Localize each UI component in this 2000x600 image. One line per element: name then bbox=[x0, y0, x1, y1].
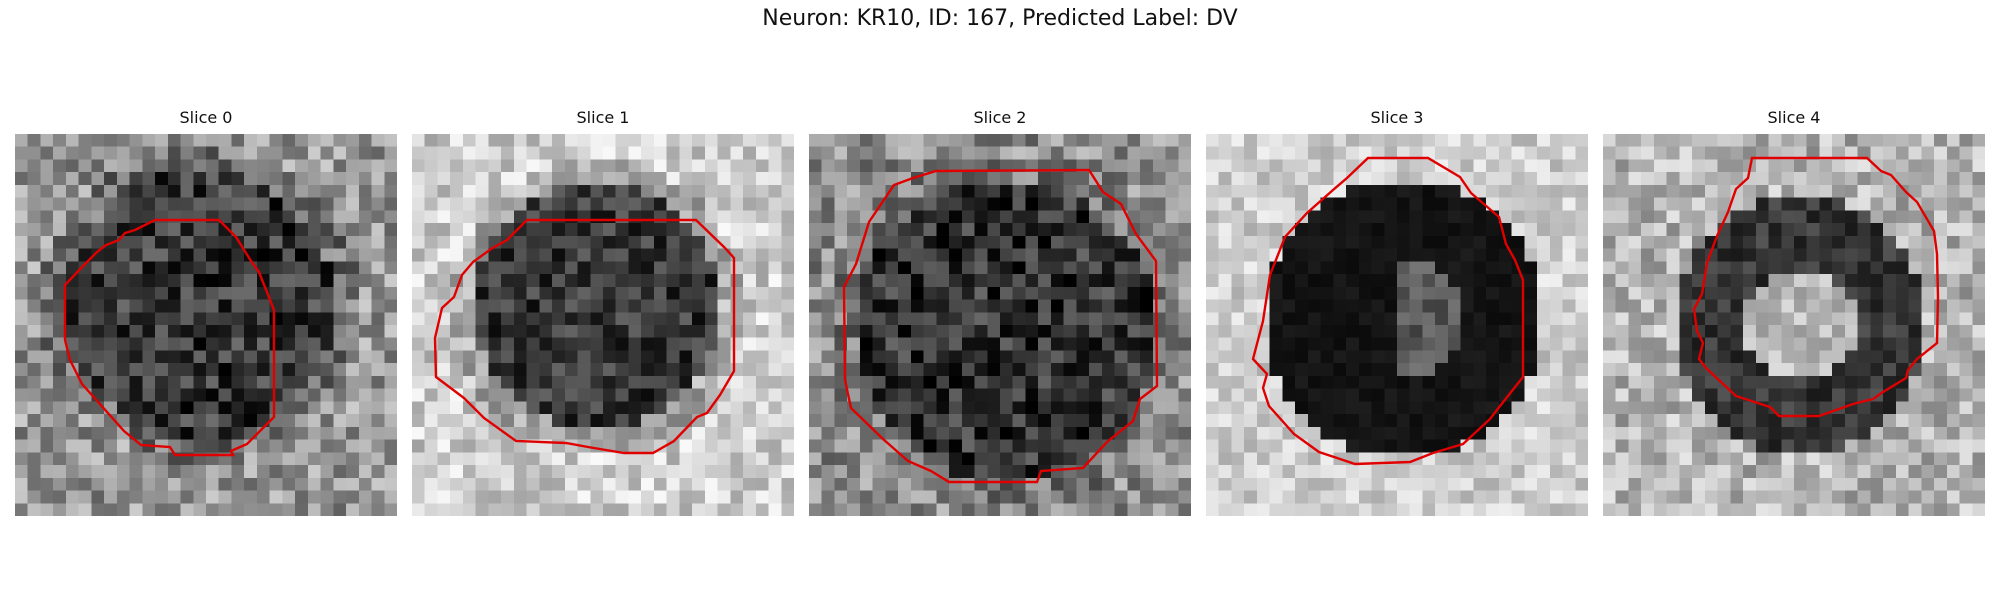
slice-1-micrograph bbox=[412, 134, 794, 516]
slice-4-roi-contour bbox=[1692, 156, 1940, 418]
slice-2-outline-overlay bbox=[842, 168, 1159, 484]
slice-0-image bbox=[15, 134, 397, 516]
slice-2-image bbox=[809, 134, 1191, 516]
slice-4-image bbox=[1603, 134, 1985, 516]
panel-title-slice-2: Slice 2 bbox=[973, 108, 1027, 127]
slice-0-roi-contour bbox=[63, 218, 276, 457]
slice-3-roi-contour bbox=[1251, 156, 1525, 466]
panel-title-slice-3: Slice 3 bbox=[1370, 108, 1424, 127]
slice-0-micrograph bbox=[15, 134, 397, 516]
slice-3-micrograph bbox=[1206, 134, 1588, 516]
slice-2-micrograph bbox=[809, 134, 1191, 516]
figure-title: Neuron: KR10, ID: 167, Predicted Label: … bbox=[762, 6, 1238, 31]
panel-title-slice-0: Slice 0 bbox=[179, 108, 233, 127]
slice-1-image bbox=[412, 134, 794, 516]
slice-4-micrograph bbox=[1603, 134, 1985, 516]
slice-1-outline-overlay bbox=[433, 218, 736, 455]
slice-0-outline-overlay bbox=[63, 218, 276, 457]
slice-2-roi-contour bbox=[842, 168, 1159, 484]
slice-4-outline-overlay bbox=[1692, 156, 1940, 418]
slice-1-roi-contour bbox=[433, 218, 736, 455]
panel-title-slice-1: Slice 1 bbox=[576, 108, 630, 127]
slice-3-outline-overlay bbox=[1251, 156, 1525, 466]
panel-title-slice-4: Slice 4 bbox=[1767, 108, 1821, 127]
slice-3-image bbox=[1206, 134, 1588, 516]
